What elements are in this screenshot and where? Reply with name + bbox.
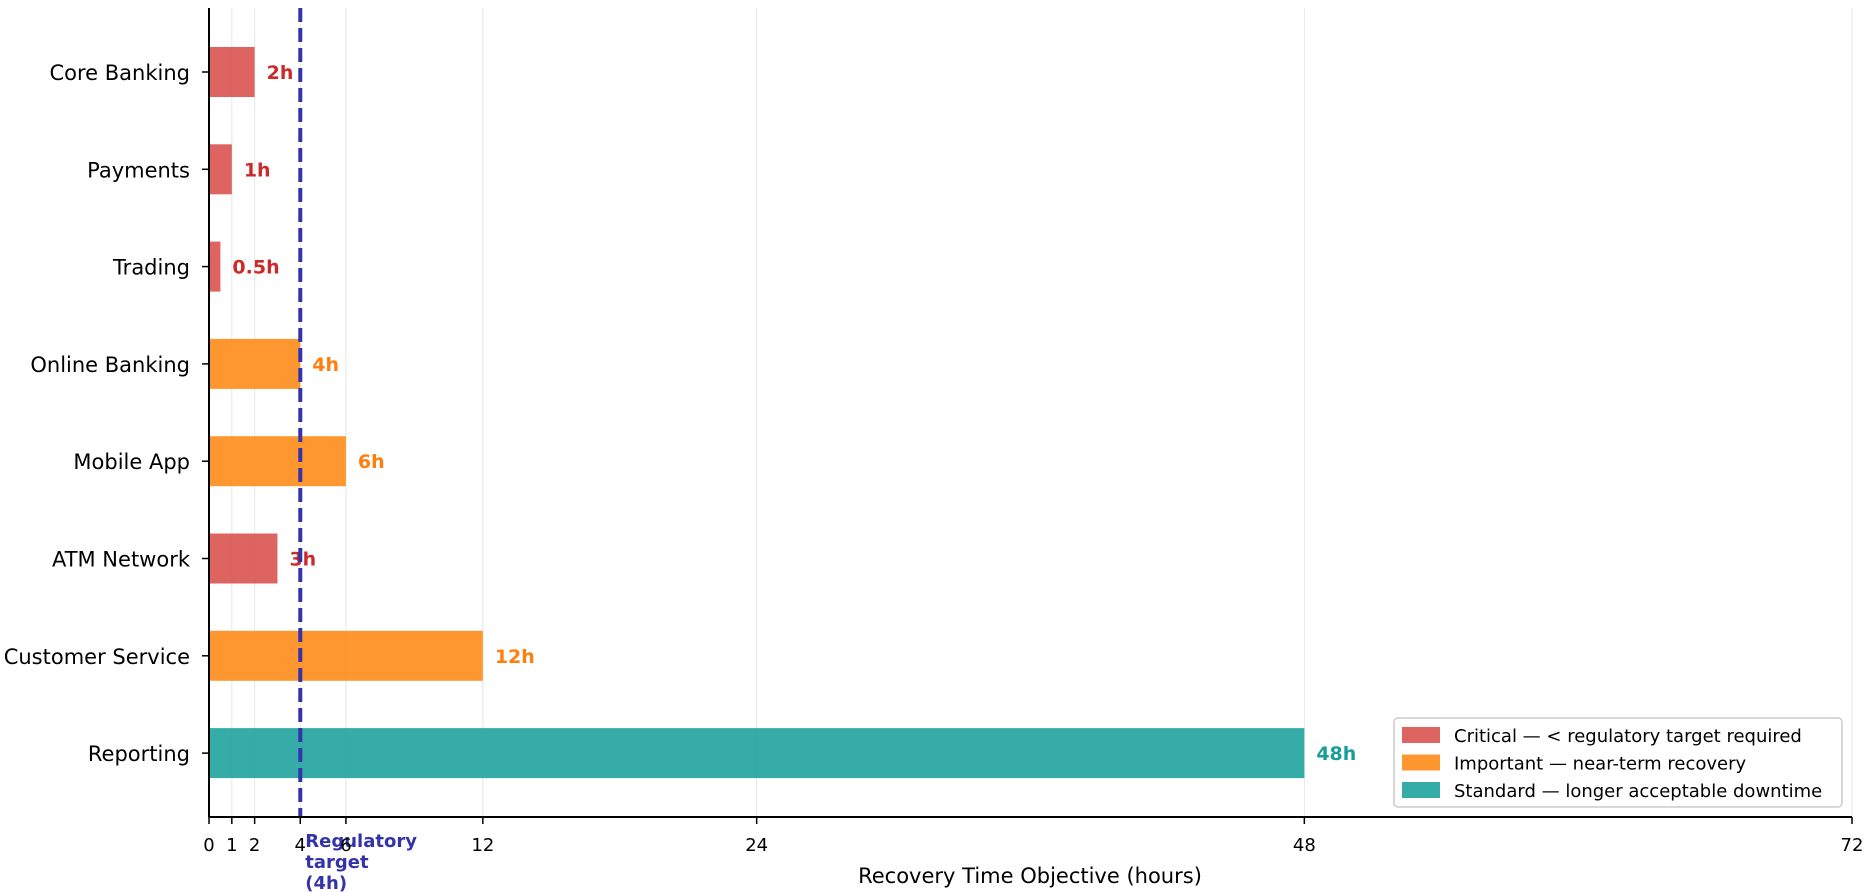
category-label-reporting: Reporting <box>88 742 190 766</box>
grid <box>231 8 1853 817</box>
value-label-atm-network: 3h <box>289 549 316 571</box>
bar-atm-network <box>209 533 278 584</box>
value-label-online-banking: 4h <box>312 354 339 376</box>
value-label-reporting: 48h <box>1316 743 1356 765</box>
category-label-payments: Payments <box>87 158 190 182</box>
category-label-online-banking: Online Banking <box>30 353 190 377</box>
bar-mobile-app <box>209 436 346 487</box>
reference-line-label-1: Regulatory <box>305 831 417 852</box>
x-axis-label: Recovery Time Objective (hours) <box>858 864 1202 888</box>
bar-payments <box>209 144 232 195</box>
reference-line-label-3: (4h) <box>305 873 347 892</box>
axes: Core Banking Payments Trading Online Bankin… <box>4 8 1864 856</box>
x-tick-label-72: 72 <box>1841 835 1864 856</box>
x-tick-label-0: 0 <box>203 835 214 856</box>
bar-online-banking <box>209 338 301 389</box>
value-label-core-banking: 2h <box>267 62 294 84</box>
category-label-core-banking: Core Banking <box>50 61 191 85</box>
category-label-trading: Trading <box>112 256 190 280</box>
x-tick-label-2: 2 <box>249 835 260 856</box>
legend-swatch-standard <box>1402 782 1440 798</box>
value-labels: 2h 1h 0.5h 4h 6h 3h 12h 48h <box>232 62 1356 765</box>
x-tick-label-4: 4 <box>295 835 306 856</box>
legend-box <box>1393 717 1843 808</box>
value-label-mobile-app: 6h <box>358 451 385 473</box>
bar-trading <box>209 241 221 292</box>
bar-customer-service <box>209 630 483 681</box>
bar-core-banking <box>209 47 255 97</box>
category-label-customer-service: Customer Service <box>4 645 190 669</box>
reference-line-label-2: target <box>305 852 369 873</box>
legend-label-standard: Standard — longer acceptable downtime <box>1454 781 1822 802</box>
legend-label-critical: Critical — < regulatory target required <box>1454 726 1802 747</box>
value-label-payments: 1h <box>244 159 271 181</box>
x-tick-label-24: 24 <box>745 835 768 856</box>
category-label-atm-network: ATM Network <box>52 548 191 572</box>
x-tick-label-1: 1 <box>226 835 237 856</box>
value-label-customer-service: 12h <box>495 646 535 668</box>
x-tick-label-6: 6 <box>340 835 351 856</box>
bar-reporting <box>209 728 1305 779</box>
x-tick-label-12: 12 <box>471 835 494 856</box>
legend-swatch-important <box>1402 754 1440 771</box>
category-label-mobile-app: Mobile App <box>73 450 190 474</box>
legend-label-important: Important — near-term recovery <box>1454 754 1747 775</box>
legend: Critical — < regulatory target required I… <box>1393 717 1843 808</box>
bars <box>209 47 1305 779</box>
legend-swatch-critical <box>1402 727 1440 743</box>
value-label-trading: 0.5h <box>232 257 279 279</box>
x-tick-label-48: 48 <box>1293 835 1316 856</box>
